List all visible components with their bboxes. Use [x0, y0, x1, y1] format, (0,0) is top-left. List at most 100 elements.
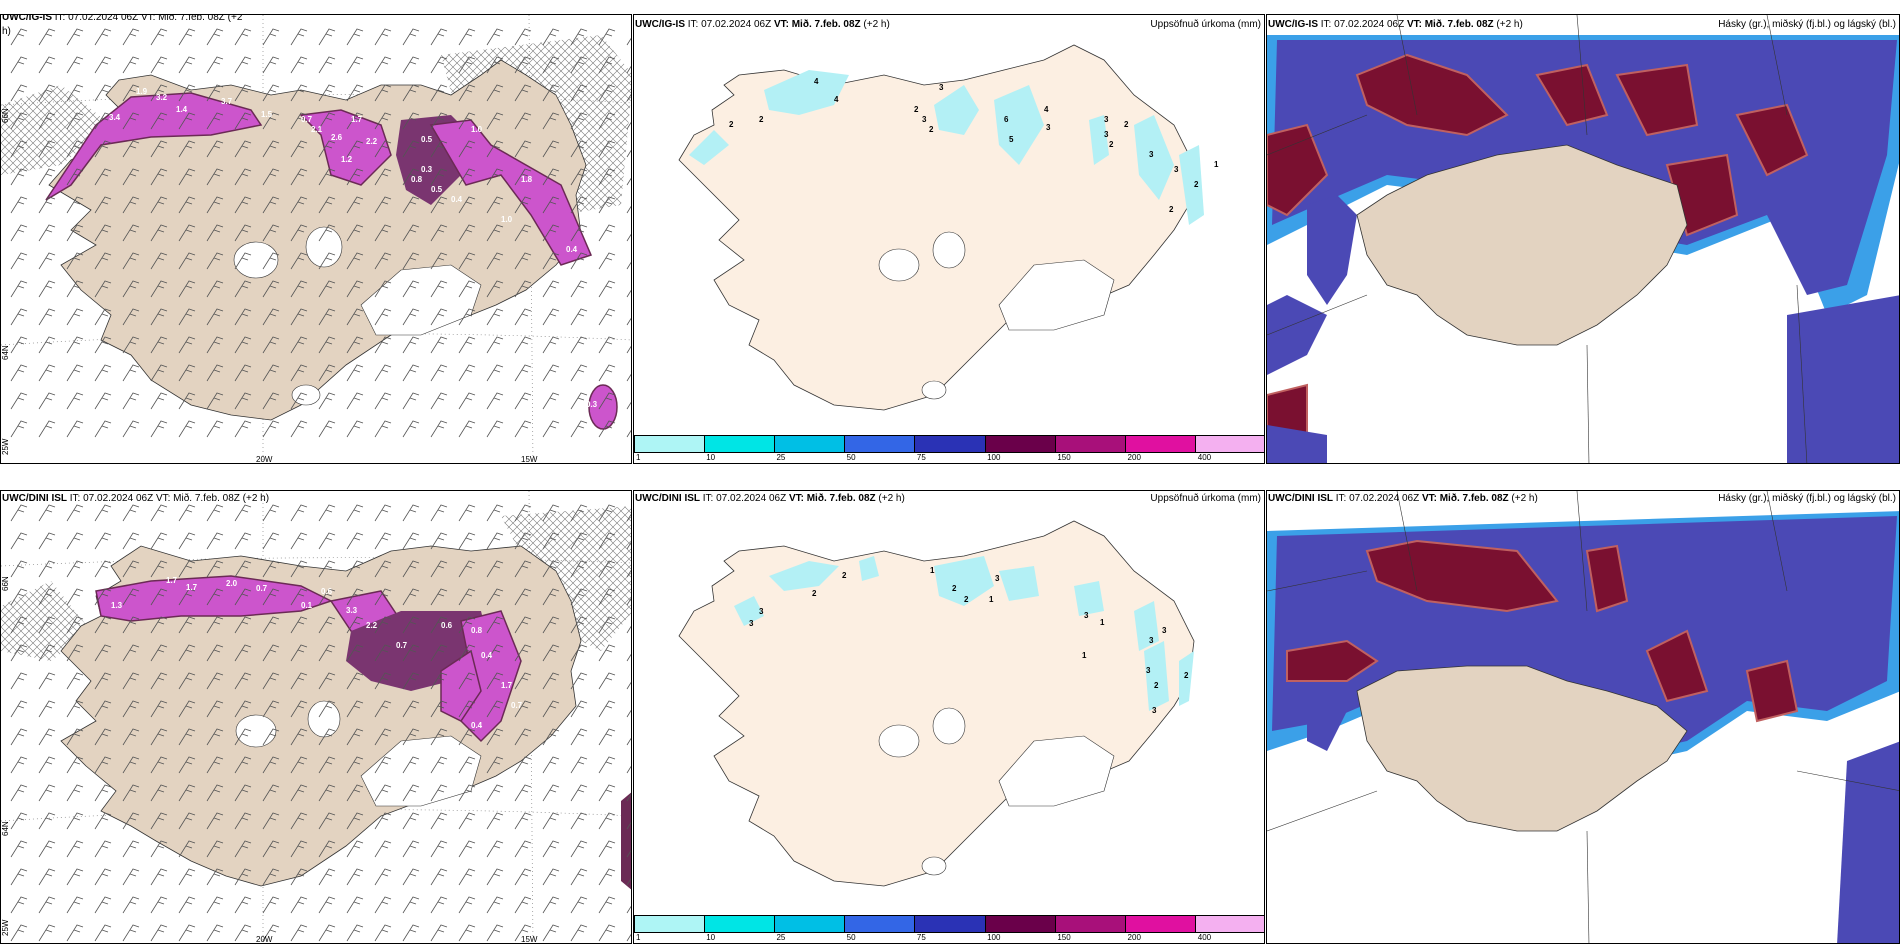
value-label: 3 — [759, 607, 764, 616]
wind-barb — [374, 308, 392, 326]
wind-barb — [10, 924, 28, 942]
wind-barb — [458, 812, 476, 830]
wind-barb — [318, 672, 336, 690]
wind-barb — [150, 112, 168, 130]
wind-barb — [458, 784, 476, 802]
value-label: 3 — [995, 574, 1000, 583]
wind-barb — [38, 560, 56, 578]
wind-barb — [374, 196, 392, 214]
wind-barb — [318, 812, 336, 830]
value-label: 2 — [759, 115, 764, 124]
wind-barb — [122, 504, 140, 522]
wind-barb — [206, 756, 224, 774]
value-label: 3 — [749, 619, 754, 628]
wind-barb — [374, 560, 392, 578]
wind-barb — [374, 336, 392, 354]
wind-barb — [570, 84, 588, 102]
wind-barb — [290, 896, 308, 914]
wind-barb — [402, 728, 420, 746]
wind-barb — [94, 252, 112, 270]
wind-barb — [486, 84, 504, 102]
wind-barb — [262, 840, 280, 858]
accum-panel-2-header: UWC/DINI ISL IT: 07.02.2024 06Z VT: Mið.… — [634, 491, 1264, 507]
wind-barb — [38, 224, 56, 242]
wind-barb — [598, 140, 616, 158]
value-label: 3 — [939, 83, 944, 92]
colorbar-cell — [845, 916, 916, 932]
wind-barb — [570, 392, 588, 410]
wind-barb — [150, 420, 168, 438]
wind-barb — [66, 868, 84, 886]
wind-barb — [178, 420, 196, 438]
wind-barb — [486, 616, 504, 634]
wind-barb — [402, 112, 420, 130]
wind-barb — [290, 28, 308, 46]
wind-barb — [598, 756, 616, 774]
wind-barb — [10, 280, 28, 298]
wind-barb — [150, 700, 168, 718]
wind-barb — [66, 896, 84, 914]
header-vt: VT: Mið. 7.feb. 08Z — [1406, 19, 1494, 30]
wind-barb — [178, 308, 196, 326]
wind-barb — [374, 392, 392, 410]
wind-barb — [122, 868, 140, 886]
wind-barb — [430, 644, 448, 662]
wind-barb — [346, 616, 364, 634]
wind-barb — [150, 140, 168, 158]
wind-barb — [514, 784, 532, 802]
colorbar-cell — [1195, 436, 1264, 452]
wind-barb — [430, 392, 448, 410]
wind-barb — [178, 616, 196, 634]
wind-barb — [150, 252, 168, 270]
value-label: 0.7 — [256, 584, 268, 593]
wind-barb — [346, 252, 364, 270]
header-vt: VT: Mið. 7.feb. 08Z — [773, 19, 861, 30]
wind-barb — [626, 345, 631, 354]
model-name: UWC/DINI ISL — [1268, 493, 1333, 504]
wind-barb — [122, 672, 140, 690]
wind-barb — [346, 28, 364, 46]
colorbar-tick-label: 400 — [1197, 933, 1212, 942]
value-label: 3 — [1152, 706, 1157, 715]
wind-barb — [94, 560, 112, 578]
wind-barb — [10, 420, 28, 438]
value-label: 1 — [1214, 160, 1219, 169]
wind-barb — [122, 84, 140, 102]
wind-barb — [150, 896, 168, 914]
wind-barb — [234, 560, 252, 578]
wind-barb — [598, 196, 616, 214]
value-label: 3 — [1146, 666, 1151, 675]
wind-barb — [542, 868, 560, 886]
wind-barb — [94, 364, 112, 382]
wind-barb — [122, 616, 140, 634]
wind-barb — [150, 728, 168, 746]
wind-barb — [94, 532, 112, 550]
wind-barb — [234, 700, 252, 718]
wind-barb — [290, 812, 308, 830]
wind-barb — [374, 840, 392, 858]
wind-barb — [486, 364, 504, 382]
wind-barb — [486, 196, 504, 214]
wind-barb — [374, 672, 392, 690]
wind-barb — [626, 569, 631, 578]
wind-barb — [598, 616, 616, 634]
wind-barb — [122, 364, 140, 382]
wind-barb — [318, 196, 336, 214]
wind-barb — [234, 336, 252, 354]
wind-barb — [346, 336, 364, 354]
wind-barb — [178, 224, 196, 242]
colorbar-cell — [915, 436, 986, 452]
wind-barb — [38, 868, 56, 886]
wind-barb — [346, 924, 364, 942]
wind-barb — [262, 112, 280, 130]
wind-barb — [486, 532, 504, 550]
wind-barb — [514, 420, 532, 438]
wind-barb — [10, 112, 28, 130]
wind-barb — [626, 177, 631, 186]
wind-barb — [430, 28, 448, 46]
value-label: 2 — [1194, 180, 1199, 189]
wind-barb — [570, 308, 588, 326]
wind-barb — [374, 728, 392, 746]
wind-barb — [10, 196, 28, 214]
wind-barb — [178, 504, 196, 522]
